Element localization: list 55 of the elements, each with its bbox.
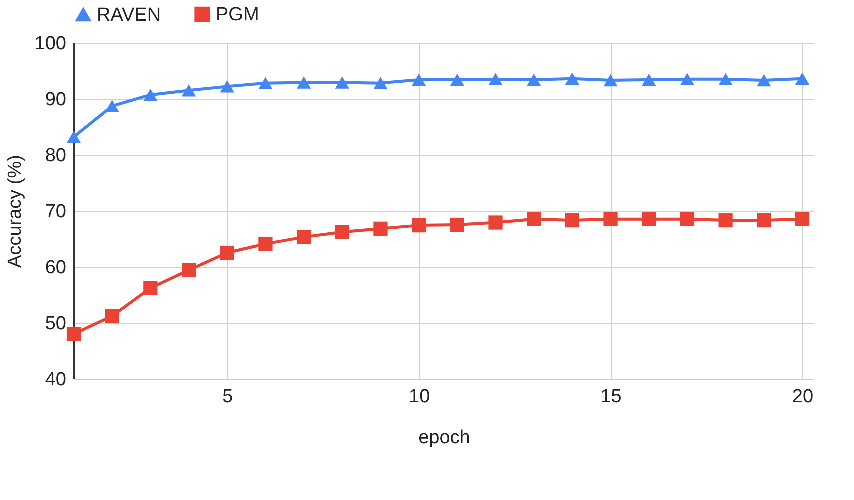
point [488, 216, 503, 230]
point [220, 246, 234, 260]
x-tick-label: 5 [222, 386, 234, 408]
point [296, 76, 312, 89]
point [642, 74, 656, 86]
point [144, 88, 158, 102]
point [565, 213, 580, 228]
point [795, 212, 810, 226]
point [757, 74, 772, 87]
point [450, 218, 464, 232]
point [488, 73, 503, 86]
y-tick-label: 40 [45, 370, 66, 390]
point [296, 230, 312, 244]
y-tick-label: 80 [45, 146, 66, 166]
y-tick-label: 100 [34, 34, 66, 54]
point [144, 281, 158, 296]
point [182, 263, 196, 278]
point [374, 222, 388, 236]
point [642, 212, 656, 226]
point [527, 74, 542, 86]
point [335, 225, 350, 240]
point [565, 72, 580, 85]
x-tick-label: 10 [409, 386, 430, 408]
point [335, 76, 350, 89]
point [718, 213, 733, 228]
point [105, 100, 120, 112]
point [66, 130, 82, 144]
point [412, 218, 426, 233]
x-tick-label: 15 [600, 386, 622, 408]
point [757, 213, 772, 228]
point [105, 309, 120, 324]
point [66, 327, 82, 342]
y-tick-label: 60 [45, 258, 66, 278]
point [374, 77, 388, 90]
y-tick-label: 50 [45, 314, 66, 334]
legend-label: RAVEN [97, 4, 162, 26]
point [527, 212, 542, 226]
y-tick-label: 70 [45, 202, 66, 222]
point [258, 77, 273, 90]
point [680, 212, 695, 226]
point [680, 73, 695, 86]
x-tick-label: 20 [792, 386, 814, 408]
point [220, 80, 234, 93]
y-axis-title: Accuracy (%) [4, 155, 26, 268]
point [258, 236, 273, 252]
point [604, 74, 618, 87]
x-axis-title: epoch [418, 428, 470, 448]
point [718, 73, 733, 86]
point [450, 74, 464, 86]
point [604, 212, 618, 226]
point [412, 74, 426, 86]
legend-label: PGM [216, 4, 260, 26]
point [182, 84, 196, 97]
y-tick-label: 90 [45, 90, 66, 110]
point [795, 72, 810, 85]
